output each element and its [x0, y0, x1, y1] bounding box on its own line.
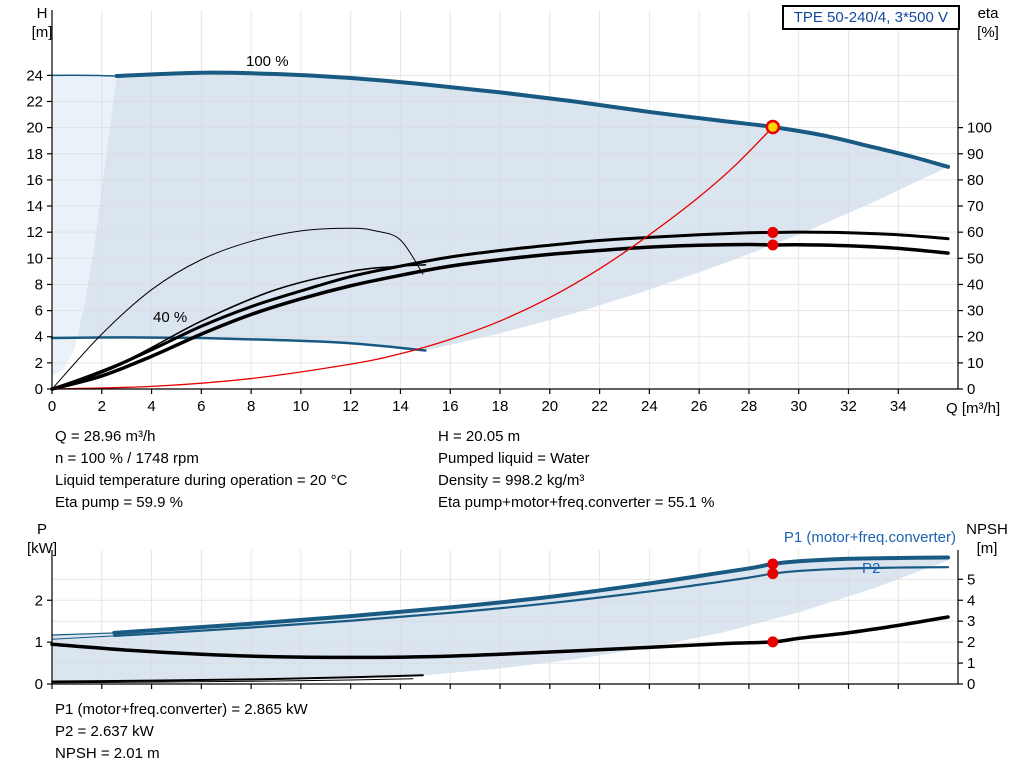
tick-label-right: 50: [967, 250, 984, 267]
result-p2: P2 = 2.637 kW: [55, 723, 154, 740]
eta-pump-curve: [50, 230, 950, 391]
tick-label-right: 60: [967, 224, 984, 241]
tick-label-left: 0: [35, 676, 43, 693]
eta-reduced-speed-thin: [51, 227, 424, 390]
tick-label-left: 14: [26, 198, 43, 215]
result-p1: P1 (motor+freq.converter) = 2.865 kW: [55, 701, 308, 718]
speed-40-label: 40 %: [153, 309, 188, 326]
tick-label-right: 30: [967, 303, 984, 320]
tick-label-bottom: 18: [492, 398, 509, 415]
tick-label-bottom: 4: [147, 398, 155, 415]
tick-label-bottom: 0: [48, 398, 56, 415]
info-eta-pump: Eta pump = 59.9 %: [55, 494, 183, 511]
info-head: H = 20.05 m: [438, 428, 521, 445]
duty-point[interactable]: [765, 119, 781, 135]
tick-label-bottom: 30: [790, 398, 807, 415]
tick-label-bottom: 20: [541, 398, 558, 415]
tick-label-left: 20: [26, 120, 43, 137]
tick-label-left: 12: [26, 224, 43, 241]
tick-label-right: 0: [967, 381, 975, 398]
tick-label-right: 80: [967, 172, 984, 189]
info-eta-total: Eta pump+motor+freq.converter = 55.1 %: [438, 494, 715, 511]
p1-curve-lead: [51, 632, 115, 636]
tick-label-bottom: 28: [741, 398, 758, 415]
power-duty-points: [767, 568, 779, 580]
tick-label-left: 24: [26, 67, 43, 84]
p1-curve: [112, 555, 951, 635]
npsh-curve: [50, 615, 950, 660]
tick-label-left: 1: [35, 634, 43, 651]
tick-label-left: 0: [35, 381, 43, 398]
eta-duty-points: [767, 226, 779, 238]
envelope-left-wedge: [52, 75, 117, 376]
tick-label-bottom: 10: [293, 398, 310, 415]
tick-label-bottom: 14: [392, 398, 409, 415]
info-speed: n = 100 % / 1748 rpm: [55, 450, 199, 467]
result-npsh: NPSH = 2.01 m: [55, 745, 160, 762]
tick-label-bottom: 8: [247, 398, 255, 415]
operating-envelope: [77, 72, 949, 351]
reduced-power-a: [51, 674, 424, 683]
tick-label-bottom: 26: [691, 398, 708, 415]
info-density: Density = 998.2 kg/m³: [438, 472, 585, 489]
power-duty-points: [767, 558, 779, 570]
tick-label-bottom: 32: [840, 398, 857, 415]
p-axis-label: P [kW]: [27, 521, 57, 557]
tick-label-left: 2: [35, 592, 43, 609]
tick-label-right: 3: [967, 613, 975, 630]
tick-label-left: 4: [35, 329, 43, 346]
pump-curve-40: [50, 336, 427, 352]
tick-label-left: 2: [35, 355, 43, 372]
tick-label-right: 2: [967, 634, 975, 651]
tick-label-right: 4: [967, 592, 975, 609]
q-axis-label: Q [m³/h]: [946, 400, 1001, 417]
p1-curve-label: P1 (motor+freq.converter): [783, 529, 956, 546]
npsh-axis-label: NPSH [m]: [966, 521, 1008, 557]
eta-duty-points: [767, 239, 779, 251]
tick-label-bottom: 16: [442, 398, 459, 415]
npsh-duty-point: [767, 636, 779, 648]
tick-label-right: 100: [967, 120, 992, 137]
reduced-power-b: [51, 678, 414, 684]
pump-curve-100-lead: [51, 74, 118, 77]
h-axis-label: H [m]: [31, 5, 53, 41]
tick-label-right: 1: [967, 655, 975, 672]
tick-label-right: 10: [967, 355, 984, 372]
tick-label-right: 5: [967, 571, 975, 588]
tick-label-right: 0: [967, 676, 975, 693]
tick-label-left: 16: [26, 172, 43, 189]
tick-label-left: 8: [35, 276, 43, 293]
pump-curve-100: [114, 70, 951, 169]
duty-info-left: Q = 28.96 m³/h n = 100 % / 1748 rpm Liqu…: [55, 426, 347, 514]
tick-label-left: 18: [26, 146, 43, 163]
tick-label-bottom: 6: [197, 398, 205, 415]
results-block: P1 (motor+freq.converter) = 2.865 kW P2 …: [55, 699, 308, 765]
p2-curve: [113, 566, 950, 637]
tick-label-bottom: 34: [890, 398, 907, 415]
tick-label-right: 20: [967, 329, 984, 346]
pump-title-box: TPE 50-240/4, 3*500 V: [781, 5, 960, 30]
duty-parabola: [51, 126, 774, 390]
tick-label-right: 40: [967, 276, 984, 293]
p2-curve-lead: [51, 635, 115, 640]
duty-info-right: H = 20.05 m Pumped liquid = Water Densit…: [438, 426, 714, 514]
info-liquid: Pumped liquid = Water: [438, 450, 590, 467]
tick-label-bottom: 12: [342, 398, 359, 415]
tick-label-bottom: 24: [641, 398, 658, 415]
info-temperature: Liquid temperature during operation = 20…: [55, 472, 348, 489]
tick-label-right: 90: [967, 146, 984, 163]
tick-label-right: 70: [967, 198, 984, 215]
tick-label-bottom: 22: [591, 398, 608, 415]
tick-label-left: 10: [26, 250, 43, 267]
speed-100-label: 100 %: [246, 53, 289, 70]
info-flow: Q = 28.96 m³/h: [55, 428, 156, 445]
p2-curve-label: P2: [862, 560, 881, 577]
eta-axis-label: eta [%]: [977, 5, 999, 41]
tick-label-left: 22: [26, 93, 43, 110]
eta-total-curve: [50, 242, 950, 391]
tick-label-left: 6: [35, 303, 43, 320]
tick-label-bottom: 2: [98, 398, 106, 415]
